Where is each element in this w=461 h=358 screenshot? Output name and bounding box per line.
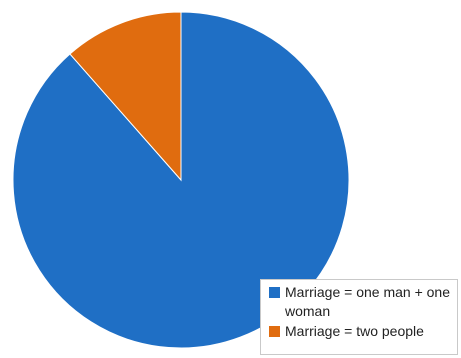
legend-swatch-orange: [269, 326, 280, 337]
legend-item-one-man-one-woman: Marriage = one man + one woman: [269, 283, 457, 321]
pie-slice-1: [69, 11, 182, 182]
legend-item-two-people: Marriage = two people: [269, 322, 457, 341]
legend-swatch-blue: [269, 287, 280, 298]
legend-label: Marriage = two people: [285, 323, 424, 339]
chart-legend: Marriage = one man + one woman Marriage …: [260, 279, 458, 355]
legend-label: Marriage = one man + one woman: [285, 284, 450, 319]
